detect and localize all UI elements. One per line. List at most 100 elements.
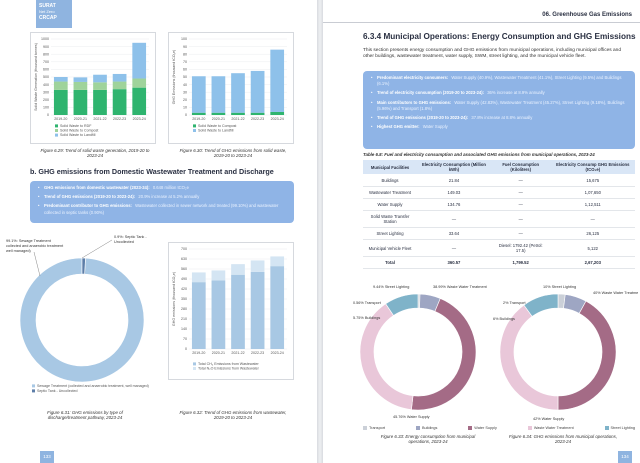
x-tick-label: 2022-23: [113, 117, 126, 121]
fig630-chart: 0 10 20 30 40 50 60 70 80 90 100 GHG Emissions (tho…: [168, 32, 294, 144]
highlight-text: Trend of GHG emissions (2019-20 to 2023-…: [44, 194, 199, 200]
y-tick-label: 50: [183, 75, 187, 79]
x-tick-label: 2023-24: [133, 117, 146, 121]
fig633-label: 0.56% Transport: [353, 301, 382, 305]
y-tick-label: 800: [43, 52, 49, 56]
legend-swatch: [193, 129, 196, 132]
highlight-text: GHG emissions from domestic wastewater (…: [44, 185, 189, 191]
page-number-right: 134: [618, 451, 632, 463]
legend-item: Transport: [363, 426, 385, 430]
section-intro: This section presents energy consumption…: [363, 48, 622, 59]
fig631-area: 99.1%: Sewage Treatment collected and an…: [4, 228, 160, 398]
table-cell: Buildings: [363, 174, 418, 187]
table-cell: Solid Waste Transfer Station: [363, 210, 418, 228]
fig632-caption: Figure 6.32: Trend of GHG emissions from…: [179, 410, 287, 421]
highlight-item: • Trend of GHG emissions (2019-20 to 2023…: [371, 115, 627, 121]
y-tick-label: 60: [183, 68, 187, 72]
bar-solid-waste-to-compost: [132, 78, 147, 88]
table-cell: —: [490, 210, 551, 228]
logo-title: SURAT: [39, 3, 56, 9]
left-page: SURAT Net Zero CRCAP 0 100 200 300 400 500 600…: [0, 0, 317, 463]
y-tick-label: 1000: [41, 37, 49, 41]
y-tick-label: 420: [181, 287, 187, 291]
legend-label: Total N₂O Emissions from Wastewater: [198, 367, 260, 371]
slice-water-supply: [411, 298, 477, 411]
logo-badge: CRCAP: [39, 15, 57, 21]
y-tick-label: 200: [43, 98, 49, 102]
legend-item: Buildings: [415, 426, 438, 430]
legend-label: Transport: [369, 426, 386, 430]
table-row: Solid Waste Transfer Station — — —: [363, 210, 635, 228]
bar-solid-waste-to-landfill: [231, 73, 245, 113]
crcap-logo: SURAT Net Zero CRCAP: [36, 0, 72, 28]
table-cell: 15,675: [550, 174, 635, 187]
donuts-svg: 9.44% Street Lighting 38.99% Waste Water …: [353, 285, 640, 421]
table-cell: Street Lighting: [363, 227, 418, 240]
table-cell: 33.64: [417, 227, 491, 240]
fig631-label-sewage-3: well managed): [6, 249, 31, 253]
highlight-item: • Main contributors to GHG emissions: Wat…: [371, 100, 627, 112]
table-row: Buildings 21.84—15,675: [363, 174, 635, 187]
bullet-dot: •: [38, 194, 40, 200]
legend-label: Buildings: [421, 426, 438, 430]
legend-item: Street Lighting: [604, 426, 635, 430]
x-tick-label: 2022-23: [251, 351, 264, 355]
legend-swatch: [527, 426, 532, 430]
bar-total-n-o-emissions-from-wastewater: [211, 270, 226, 281]
y-tick-label: 900: [43, 45, 49, 49]
x-tick-label: 2020-21: [212, 117, 225, 121]
highlight-key: Main contributors to GHG emissions:: [377, 99, 452, 105]
fig633-label: 9.44% Street Lighting: [373, 285, 409, 289]
table-cell: Total: [363, 256, 418, 269]
table-cell: —: [417, 239, 491, 257]
fig629-caption: Figure 6.29: Trend of solid waste genera…: [40, 148, 150, 159]
legend-swatch: [193, 367, 196, 370]
bar-total-ch-emissions-from-wastewater: [270, 266, 285, 349]
highlight-value: Wastewater collected in sewer network an…: [44, 203, 279, 215]
bullet-dot: •: [371, 124, 373, 130]
table-cell: 1,07,650: [550, 186, 635, 199]
municipal-highlights: • Predominant electricity consumers: Wate…: [363, 71, 635, 149]
y-tick-label: 350: [181, 297, 187, 301]
table-row: Water Supply 134.76—1,12,511: [363, 198, 635, 211]
fig634-label: 2% Transport: [503, 301, 527, 305]
bar-solid-waste-to-compost: [93, 82, 107, 90]
table-cell: 360.57: [417, 256, 491, 269]
legend-label: Total CH₄ Emissions from Wastewater: [198, 362, 259, 366]
fig634-label: 40% Waste Water Treatment: [593, 291, 638, 295]
y-tick-label: 140: [181, 327, 187, 331]
table-cell: —: [490, 186, 551, 199]
fig633-label: 45.76% Water Supply: [393, 415, 430, 419]
table-caption: Table 6.8: Fuel and electricity consumpt…: [363, 152, 595, 157]
bar-solid-waste-to-compost: [270, 111, 285, 115]
bar-solid-waste-to-landfill: [191, 76, 206, 113]
y-tick-label: 400: [43, 83, 49, 87]
bar-total-ch-emissions-from-wastewater: [211, 280, 226, 349]
highlight-item: • Trend of electricity consumption (2019-…: [371, 90, 627, 96]
bar-solid-waste-to-landfill: [73, 77, 88, 82]
highlight-key: Trend of GHG emissions (2019-20 to 2023-…: [377, 115, 469, 121]
bar-total-ch-emissions-from-wastewater: [250, 271, 265, 349]
fig630-svg: 0 10 20 30 40 50 60 70 80 90 100 GHG Emissions (tho…: [172, 37, 287, 133]
bar-solid-waste-to-compost: [231, 112, 245, 115]
highlight-key: Predominant contributor to GHG emissions…: [44, 203, 132, 209]
y-tick-label: 80: [183, 52, 187, 56]
bar-total-n-o-emissions-from-wastewater: [250, 260, 265, 272]
x-tick-label: 2019-20: [192, 117, 205, 121]
table-cell: Municipal Vehicle Fleet: [363, 239, 418, 257]
section-b-highlights: • GHG emissions from domestic wastewater …: [30, 181, 294, 223]
fig631-label-sewage-2: collected and anaerobic treatment: [6, 244, 64, 248]
bar-solid-waste-to-landfill: [250, 70, 265, 113]
highlight-item: • Trend of GHG emissions (2019-20 to 2023…: [38, 194, 286, 200]
fig631-svg: 99.1%: Sewage Treatment collected and an…: [6, 235, 149, 393]
y-tick-label: 100: [181, 37, 187, 41]
table-cell: —: [490, 198, 551, 211]
y-tick-label: 40: [183, 83, 187, 87]
table-cell: Diesel: 1792.42 (Petrol: 17.5): [490, 239, 551, 257]
y-tick-label: 10: [183, 106, 187, 110]
highlight-text: Main contributors to GHG emissions: Wate…: [377, 100, 627, 112]
legend-swatch: [55, 129, 58, 132]
fig634-label: 6% Buildings: [493, 317, 515, 321]
bar-total-ch-emissions-from-wastewater: [191, 282, 206, 349]
legend-label: Solid Waste to Landfill: [60, 133, 96, 137]
